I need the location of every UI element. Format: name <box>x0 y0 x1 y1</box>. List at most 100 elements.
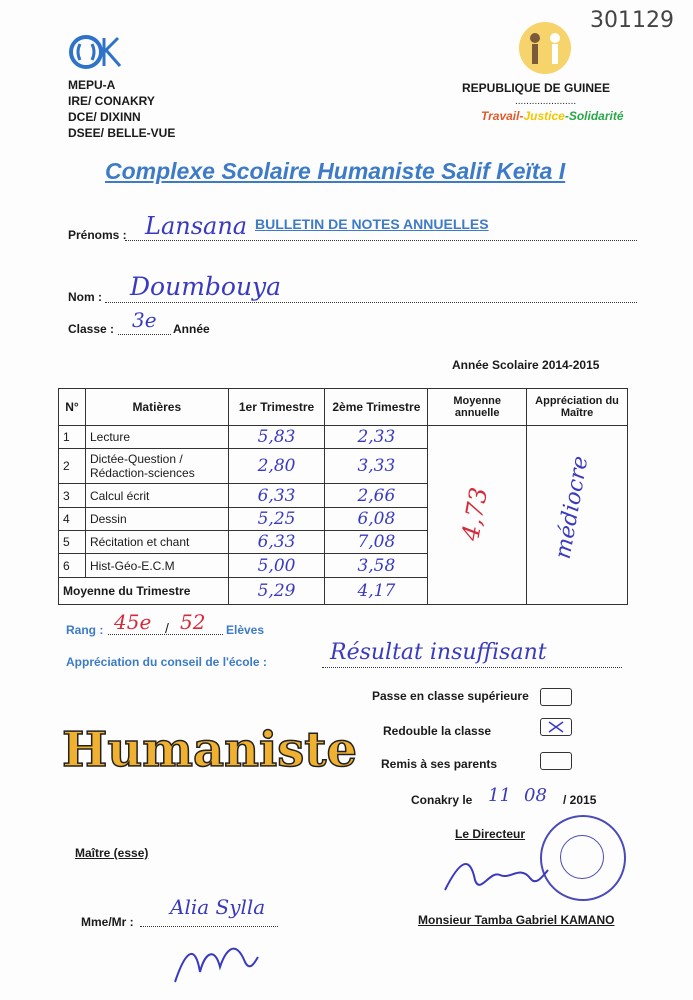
school-name: Complexe Scolaire Humaniste Salif Keïta … <box>105 158 566 184</box>
council-value: Résultat insuffisant <box>330 640 547 665</box>
row-number: 2 <box>58 448 86 484</box>
date-year: / 2015 <box>563 793 597 807</box>
appreciation-cell <box>526 425 628 605</box>
teacher-label: Mme/Mr : <box>81 915 134 929</box>
row-number: 5 <box>58 530 86 554</box>
subject: Dictée-Question / Rédaction-sciences <box>84 448 229 484</box>
table-header-row: N° Matières 1er Trimestre 2ème Trimestre… <box>58 388 628 426</box>
col-header: Moyenne annuelle <box>427 388 528 426</box>
decision-parents-checkbox[interactable] <box>540 752 572 770</box>
ministry-block: MEPU-A IRE/ CONAKRY DCE/ DIXINN DSEE/ BE… <box>68 77 175 141</box>
subject: Récitation et chant <box>84 530 229 554</box>
school-logo <box>68 32 126 74</box>
grade-t1: 5,00 <box>227 553 326 578</box>
date-month: 08 <box>524 785 547 806</box>
date-prefix: Conakry le <box>411 793 473 807</box>
teacher-title: Maître (esse) <box>75 846 149 860</box>
col-header: 2ème Trimestre <box>324 388 429 426</box>
grade-t1: 6,33 <box>227 483 326 508</box>
average-label: Moyenne du Trimestre <box>58 577 229 605</box>
decision-repeat-label: Redouble la classe <box>383 724 492 738</box>
row-number: 3 <box>58 483 86 508</box>
decision-pass-checkbox[interactable] <box>540 688 572 706</box>
grade-t1: 5,25 <box>227 507 326 531</box>
date-day: 11 <box>488 785 511 806</box>
nom-label: Nom : <box>68 290 102 304</box>
row-number: 4 <box>58 507 86 531</box>
prenoms-value: Lansana <box>145 212 248 240</box>
subject: Hist-Géo-E.C.M <box>84 553 229 578</box>
classe-label: Classe : <box>68 322 115 336</box>
motto-travail: Travail- <box>481 109 524 123</box>
table-row: 2 Dictée-Question / Rédaction-sciences 2,8… <box>58 448 628 484</box>
decision-pass-label: Passe en classe supérieure <box>372 689 529 703</box>
rank-suffix: Elèves <box>226 623 265 637</box>
ministry-line: DSEE/ BELLE-VUE <box>68 126 176 140</box>
prenoms-label: Prénoms : <box>68 228 127 242</box>
motto-solidarite: -Solidarité <box>564 109 624 123</box>
national-motto: Travail-Justice-Solidarité <box>481 109 624 123</box>
grade-t2: 3,33 <box>324 448 429 484</box>
decision-parents-label: Remis à ses parents <box>381 757 498 771</box>
teacher-signature <box>170 932 260 987</box>
school-year: Année Scolaire 2014-2015 <box>452 358 600 372</box>
subject: Calcul écrit <box>84 483 229 508</box>
nom-value: Doumbouya <box>130 272 282 301</box>
ministry-line: DCE/ DIXINN <box>68 110 141 124</box>
col-header: 1er Trimestre <box>227 388 326 426</box>
average-t2: 4,17 <box>324 577 429 605</box>
grade-t2: 7,08 <box>324 530 429 554</box>
grade-t2: 2,33 <box>324 425 429 449</box>
row-number: 1 <box>58 425 86 449</box>
average-t1: 5,29 <box>227 577 326 605</box>
annee-label: Année <box>173 322 210 336</box>
rank-separator: / <box>165 620 169 636</box>
rank-total: 52 <box>180 610 206 634</box>
reference-number: 301129 <box>590 8 674 33</box>
rank-line <box>108 634 223 635</box>
council-line <box>322 667 622 668</box>
guinea-emblem <box>515 20 575 76</box>
row-number: 6 <box>58 553 86 578</box>
subject: Dessin <box>84 507 229 531</box>
subject: Lecture <box>84 425 229 449</box>
director-signature <box>440 850 550 900</box>
annual-average-cell <box>427 425 528 605</box>
director-title: Le Directeur <box>455 827 526 841</box>
grade-t1: 6,33 <box>227 530 326 554</box>
grades-table: N° Matières 1er Trimestre 2ème Trimestre… <box>58 388 628 605</box>
classe-line <box>118 334 171 335</box>
council-label: Appréciation du conseil de l'école : <box>66 655 267 669</box>
ministry-line: MEPU-A <box>68 78 116 92</box>
rank-label: Rang : <box>66 623 104 637</box>
republic-dots: ...................... <box>515 96 577 107</box>
grade-t1: 5,83 <box>227 425 326 449</box>
school-stamp <box>540 815 626 901</box>
watermark: Humaniste <box>61 721 358 779</box>
grade-t2: 6,08 <box>324 507 429 531</box>
grade-t2: 3,58 <box>324 553 429 578</box>
teacher-line <box>140 926 278 927</box>
nom-line <box>105 302 637 303</box>
prenoms-line <box>125 240 637 241</box>
grade-t2: 2,66 <box>324 483 429 508</box>
document-title: BULLETIN DE NOTES ANNUELLES <box>255 216 489 232</box>
republic-title: REPUBLIQUE DE GUINEE <box>462 81 611 95</box>
grade-t1: 2,80 <box>227 448 326 484</box>
col-header: Appréciation du Maître <box>526 388 628 426</box>
classe-value: 3e <box>132 308 157 332</box>
table-row: 1 Lecture 5,83 2,33 <box>58 425 628 605</box>
rank-value: 45e <box>114 610 152 634</box>
director-name: Monsieur Tamba Gabriel KAMANO <box>418 913 615 927</box>
table-row: 4 Dessin 5,25 6,08 <box>58 507 628 531</box>
motto-justice: Justice <box>523 109 565 123</box>
decision-repeat-checkbox[interactable] <box>540 718 572 736</box>
col-header: N° <box>58 388 86 426</box>
table-row: 6 Hist-Géo-E.C.M 5,00 3,58 <box>58 553 628 578</box>
table-row: 5 Récitation et chant 6,33 7,08 <box>58 530 628 554</box>
col-header: Matières <box>84 388 229 426</box>
teacher-name: Alia Sylla <box>170 895 266 919</box>
ministry-line: IRE/ CONAKRY <box>68 94 155 108</box>
average-row: Moyenne du Trimestre 5,29 4,17 <box>58 577 628 605</box>
